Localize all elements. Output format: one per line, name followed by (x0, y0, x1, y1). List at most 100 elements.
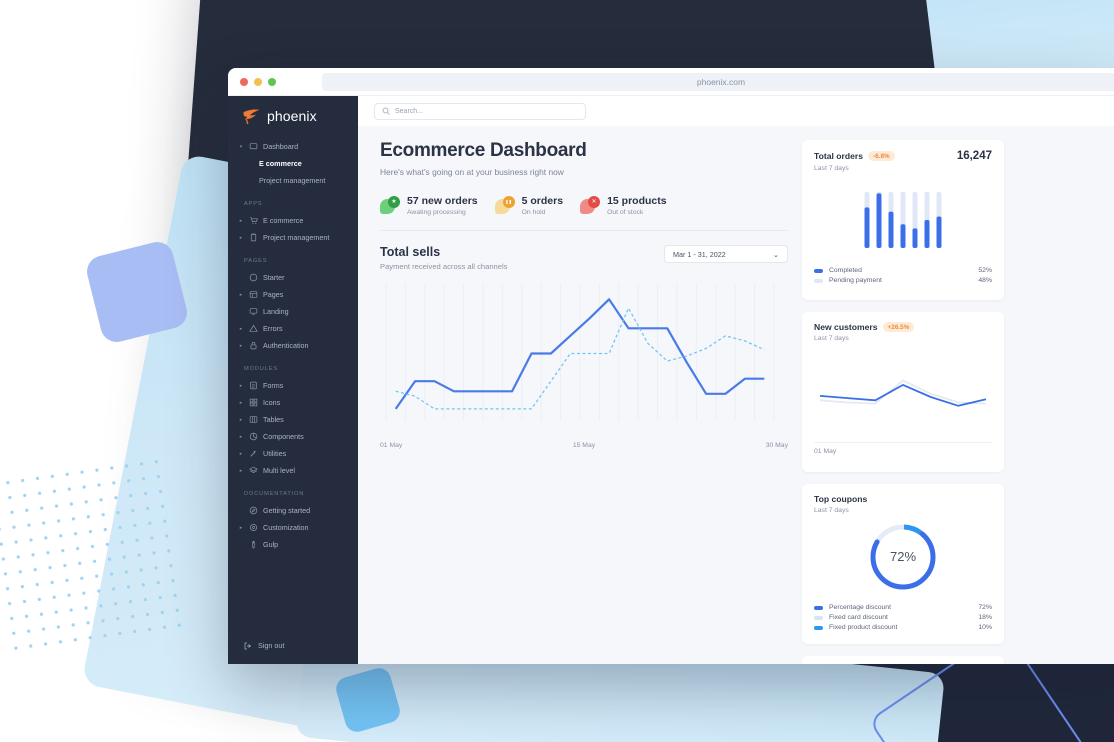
sidebar-item-label: E commerce (259, 159, 302, 168)
sidebar-item-getting-started[interactable]: Getting started (228, 502, 358, 519)
layout-icon (249, 290, 258, 299)
sidebar-item-label: Customization (263, 523, 309, 532)
brand[interactable]: phoenix (228, 96, 358, 138)
sign-out-label: Sign out (258, 641, 285, 650)
card-top-coupons-title: Top coupons (814, 494, 868, 504)
sidebar-item-dashboard[interactable]: ▾ Dashboard (228, 138, 358, 155)
phoenix-bird-logo-icon (243, 108, 260, 124)
sidebar-nav: ▾ Dashboard E commerce Project management AP… (228, 138, 358, 553)
card-paying: Paying vs non paying Last 7 days Paying … (802, 656, 1004, 664)
legend-item: Pending payment 48% (814, 277, 992, 284)
legend-value: 18% (978, 614, 992, 621)
legend-label: Completed (829, 267, 862, 274)
card-top-coupons-sub: Last 7 days (814, 507, 849, 514)
sidebar-item-forms[interactable]: ▸ Forms (228, 377, 358, 394)
card-total-orders-title: Total orders (814, 151, 864, 161)
sidebar-item-customization[interactable]: ▸ Customization (228, 519, 358, 536)
legend-label: Fixed product discount (829, 624, 898, 631)
brand-name: phoenix (267, 108, 317, 124)
sidebar-item-multi-level[interactable]: ▸ Multi level (228, 462, 358, 479)
sidebar-section-modules: MODULES (244, 366, 278, 372)
search-input[interactable]: Search... (374, 102, 586, 120)
url-text: phoenix.com (696, 77, 746, 87)
sidebar-item-tables[interactable]: ▸ Tables (228, 411, 358, 428)
sidebar-item-utilities[interactable]: ▸ Utilities (228, 445, 358, 462)
compass-icon (249, 273, 258, 282)
card-top-coupons: Top coupons Last 7 days 72% Perce (802, 484, 1004, 644)
chevron-right-icon: ▸ (239, 524, 243, 531)
search-icon (382, 107, 390, 115)
gulp-icon (249, 540, 258, 549)
legend-swatch (814, 615, 823, 620)
sidebar-section-documentation: DOCUMENTATION (244, 491, 305, 497)
sidebar-item-gulp[interactable]: Gulp (228, 536, 358, 553)
maximize-window-button[interactable] (268, 77, 276, 86)
total-sells-header: Total sells Payment received across all … (380, 245, 788, 271)
sidebar-item-e-commerce[interactable]: E commerce (228, 155, 358, 172)
chevron-right-icon: ▸ (239, 399, 243, 406)
date-range-select[interactable]: Mar 1 - 31, 2022 ⌄ (664, 245, 788, 263)
chevron-right-icon: ▸ (239, 217, 243, 224)
card-total-orders-value: 16,247 (956, 150, 992, 162)
sidebar-item-e-commerce[interactable]: ▸ E commerce (228, 212, 358, 229)
sidebar-item-icons[interactable]: ▸ Icons (228, 394, 358, 411)
total-sells-axis: 01 May 15 May 30 May (380, 442, 788, 449)
line-chart-svg (385, 283, 775, 421)
sidebar-item-label: Dashboard (263, 142, 299, 151)
card-new-customers: New customers +26.5% Last 7 days 01 May (802, 312, 1004, 472)
date-range-value: Mar 1 - 31, 2022 (673, 249, 726, 259)
sidebar-item-label: Tables (263, 415, 284, 424)
sidebar-item-label: Multi level (263, 466, 295, 475)
sidebar-item-pages[interactable]: ▸ Pages (228, 286, 358, 303)
bar-chart-svg (864, 192, 942, 248)
sidebar-item-components[interactable]: ▸ Components (228, 428, 358, 445)
stat-label: On hold (521, 209, 546, 216)
monitor-icon (249, 307, 258, 316)
sidebar-item-landing[interactable]: Landing (228, 303, 358, 320)
card-total-orders-badge: -6.8% (868, 151, 895, 161)
card-new-customers-title: New customers (814, 322, 878, 332)
card-total-orders-sub: Last 7 days (814, 165, 849, 172)
url-bar[interactable]: phoenix.com (322, 73, 1114, 91)
card-new-customers-axis: 01 May (814, 442, 992, 455)
legend-top-coupons: Percentage discount 72% Fixed card discoun… (814, 604, 992, 631)
minimize-window-button[interactable] (254, 77, 262, 86)
page-title: Ecommerce Dashboard (380, 140, 587, 161)
close-window-button[interactable] (240, 77, 248, 86)
total-sells-chart: 01 May 15 May 30 May (380, 281, 788, 449)
total-sells-subtitle: Payment received across all channels (380, 262, 508, 271)
sparkline-svg (819, 379, 987, 407)
sidebar-item-project-management[interactable]: ▸ Project management (228, 229, 358, 246)
stat-value: 15 products (607, 195, 667, 207)
legend-value: 52% (978, 267, 992, 274)
app-topbar: Search... (358, 96, 1114, 126)
sign-out-button[interactable]: Sign out (228, 641, 358, 650)
grid-icon (249, 398, 258, 407)
window-controls[interactable] (228, 77, 276, 86)
stats-row: ★ 57 new orders Awating processing ❚❚ 5 orde… (380, 195, 788, 231)
stat-label: Out of stock (607, 209, 644, 216)
lock-icon (249, 341, 258, 350)
sidebar-section-pages: PAGES (244, 258, 268, 264)
components-icon (249, 432, 258, 441)
chevron-right-icon: ▸ (239, 382, 243, 389)
sidebar-item-errors[interactable]: ▸ Errors (228, 320, 358, 337)
x-tick-start: 01 May (380, 442, 403, 449)
legend-item: Fixed card discount 18% (814, 614, 992, 621)
chevron-down-icon: ⌄ (772, 249, 779, 259)
sidebar-item-label: Authentication (263, 341, 309, 350)
sidebar-item-label: E commerce (263, 216, 304, 225)
legend-swatch (814, 268, 823, 273)
chevron-right-icon: ▸ (239, 342, 243, 349)
x-tick-mid: 15 May (572, 442, 596, 449)
dashboard-icon (249, 142, 258, 151)
sidebar-item-project-management[interactable]: Project management (228, 172, 358, 189)
donut-chart-svg: 72% (870, 524, 936, 590)
chevron-right-icon: ▸ (239, 433, 243, 440)
legend-value: 72% (978, 604, 992, 611)
x-tick-end: 30 May (765, 442, 788, 449)
layers-icon (249, 466, 258, 475)
chevron-right-icon: ▸ (239, 234, 243, 241)
sidebar-item-authentication[interactable]: ▸ Authentication (228, 337, 358, 354)
sidebar-item-starter[interactable]: Starter (228, 269, 358, 286)
